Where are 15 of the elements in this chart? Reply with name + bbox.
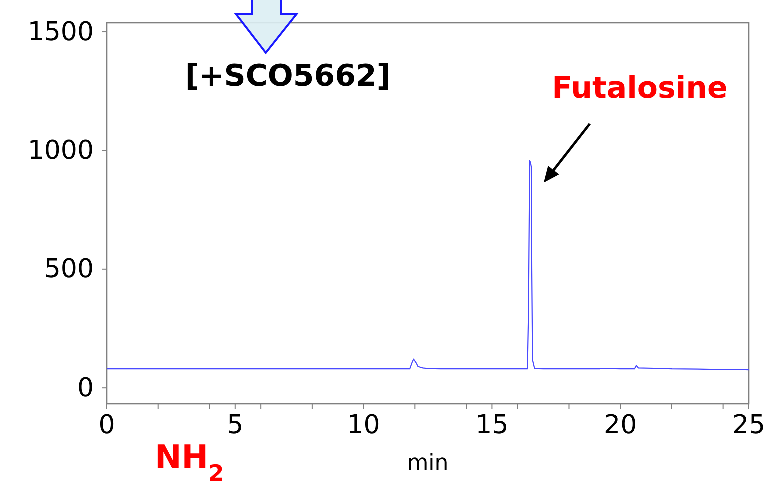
x-axis-title: min (407, 451, 449, 476)
text: NH$_{2}$ (155, 438, 224, 481)
x-tick-label: 0 (98, 410, 116, 440)
x-tick-label: 15 (476, 410, 509, 440)
x-tick-label: 10 (347, 410, 380, 440)
y-tick-label: 1500 (28, 17, 94, 48)
x-tick-label: 20 (604, 410, 638, 440)
x-tick-label: 25 (732, 410, 766, 440)
x-tick-label: 5 (227, 410, 244, 440)
y-tick-label: 0 (77, 373, 94, 404)
annotation: Futalosine (552, 71, 728, 106)
y-tick-label: 1000 (28, 136, 94, 166)
y-tick-label: 500 (44, 254, 94, 285)
annotation: [+SCO5662] (185, 59, 391, 94)
line-series (106, 160, 750, 371)
